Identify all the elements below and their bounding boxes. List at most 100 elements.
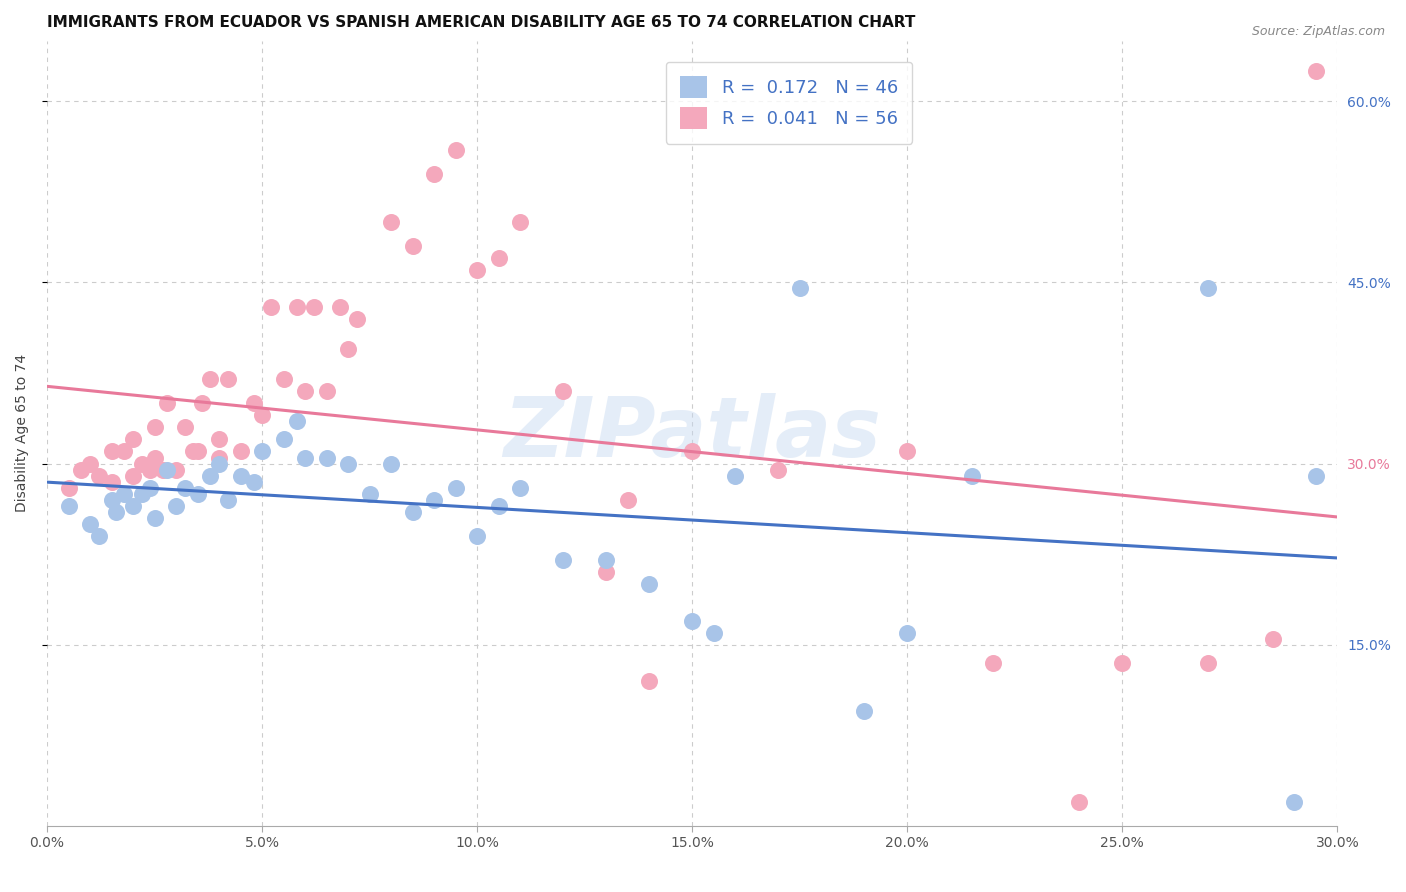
Point bbox=[638, 577, 661, 591]
Point bbox=[122, 499, 145, 513]
Point bbox=[553, 553, 575, 567]
Point bbox=[208, 457, 231, 471]
Point bbox=[315, 384, 337, 398]
Point bbox=[173, 481, 195, 495]
Point bbox=[981, 656, 1004, 670]
Point bbox=[187, 487, 209, 501]
Point bbox=[208, 450, 231, 465]
Point bbox=[100, 492, 122, 507]
Point bbox=[337, 457, 360, 471]
Point bbox=[960, 468, 983, 483]
Y-axis label: Disability Age 65 to 74: Disability Age 65 to 74 bbox=[15, 354, 30, 512]
Point bbox=[337, 342, 360, 356]
Point bbox=[1305, 468, 1327, 483]
Point bbox=[359, 487, 381, 501]
Point bbox=[1069, 795, 1091, 809]
Point bbox=[444, 143, 467, 157]
Point bbox=[187, 444, 209, 458]
Point bbox=[285, 300, 308, 314]
Point bbox=[273, 433, 295, 447]
Point bbox=[465, 529, 488, 543]
Point bbox=[242, 475, 264, 489]
Point bbox=[401, 505, 423, 519]
Point bbox=[1111, 656, 1133, 670]
Point bbox=[229, 444, 252, 458]
Point bbox=[488, 252, 510, 266]
Point bbox=[181, 444, 204, 458]
Point bbox=[79, 516, 101, 531]
Point bbox=[200, 372, 222, 386]
Point bbox=[208, 433, 231, 447]
Point bbox=[768, 462, 790, 476]
Point bbox=[217, 492, 239, 507]
Point bbox=[444, 481, 467, 495]
Point bbox=[315, 450, 337, 465]
Point bbox=[789, 281, 811, 295]
Point bbox=[114, 444, 136, 458]
Point bbox=[191, 396, 214, 410]
Point bbox=[380, 215, 402, 229]
Point bbox=[100, 475, 122, 489]
Point bbox=[173, 420, 195, 434]
Point bbox=[896, 625, 918, 640]
Point bbox=[703, 625, 725, 640]
Point bbox=[488, 499, 510, 513]
Point bbox=[104, 505, 127, 519]
Point bbox=[87, 468, 110, 483]
Point bbox=[509, 481, 531, 495]
Text: IMMIGRANTS FROM ECUADOR VS SPANISH AMERICAN DISABILITY AGE 65 TO 74 CORRELATION : IMMIGRANTS FROM ECUADOR VS SPANISH AMERI… bbox=[46, 15, 915, 30]
Point bbox=[638, 673, 661, 688]
Point bbox=[328, 300, 350, 314]
Point bbox=[423, 492, 446, 507]
Point bbox=[273, 372, 295, 386]
Point bbox=[1197, 656, 1219, 670]
Point bbox=[1261, 632, 1284, 646]
Point bbox=[509, 215, 531, 229]
Point bbox=[58, 481, 80, 495]
Point bbox=[143, 511, 166, 525]
Point bbox=[242, 396, 264, 410]
Point bbox=[139, 462, 162, 476]
Point bbox=[122, 468, 145, 483]
Point bbox=[250, 409, 273, 423]
Point bbox=[165, 499, 187, 513]
Point bbox=[1305, 64, 1327, 78]
Point bbox=[156, 462, 179, 476]
Point bbox=[143, 420, 166, 434]
Point bbox=[1284, 795, 1306, 809]
Point bbox=[79, 457, 101, 471]
Point bbox=[401, 239, 423, 253]
Point bbox=[250, 444, 273, 458]
Point bbox=[87, 529, 110, 543]
Point bbox=[302, 300, 325, 314]
Point bbox=[896, 444, 918, 458]
Point bbox=[131, 487, 153, 501]
Point bbox=[139, 481, 162, 495]
Point bbox=[285, 414, 308, 428]
Point bbox=[165, 462, 187, 476]
Point bbox=[853, 704, 876, 718]
Point bbox=[156, 396, 179, 410]
Point bbox=[465, 263, 488, 277]
Point bbox=[681, 614, 703, 628]
Point bbox=[595, 553, 617, 567]
Point bbox=[1197, 281, 1219, 295]
Point bbox=[380, 457, 402, 471]
Point bbox=[616, 492, 638, 507]
Text: ZIPatlas: ZIPatlas bbox=[503, 392, 882, 474]
Point bbox=[229, 468, 252, 483]
Point bbox=[294, 384, 316, 398]
Point bbox=[681, 444, 703, 458]
Point bbox=[200, 468, 222, 483]
Point bbox=[131, 457, 153, 471]
Point bbox=[294, 450, 316, 465]
Point bbox=[143, 450, 166, 465]
Point bbox=[724, 468, 747, 483]
Text: Source: ZipAtlas.com: Source: ZipAtlas.com bbox=[1251, 25, 1385, 38]
Point bbox=[260, 300, 283, 314]
Point bbox=[553, 384, 575, 398]
Point bbox=[152, 462, 174, 476]
Point bbox=[423, 167, 446, 181]
Point bbox=[114, 487, 136, 501]
Point bbox=[70, 462, 93, 476]
